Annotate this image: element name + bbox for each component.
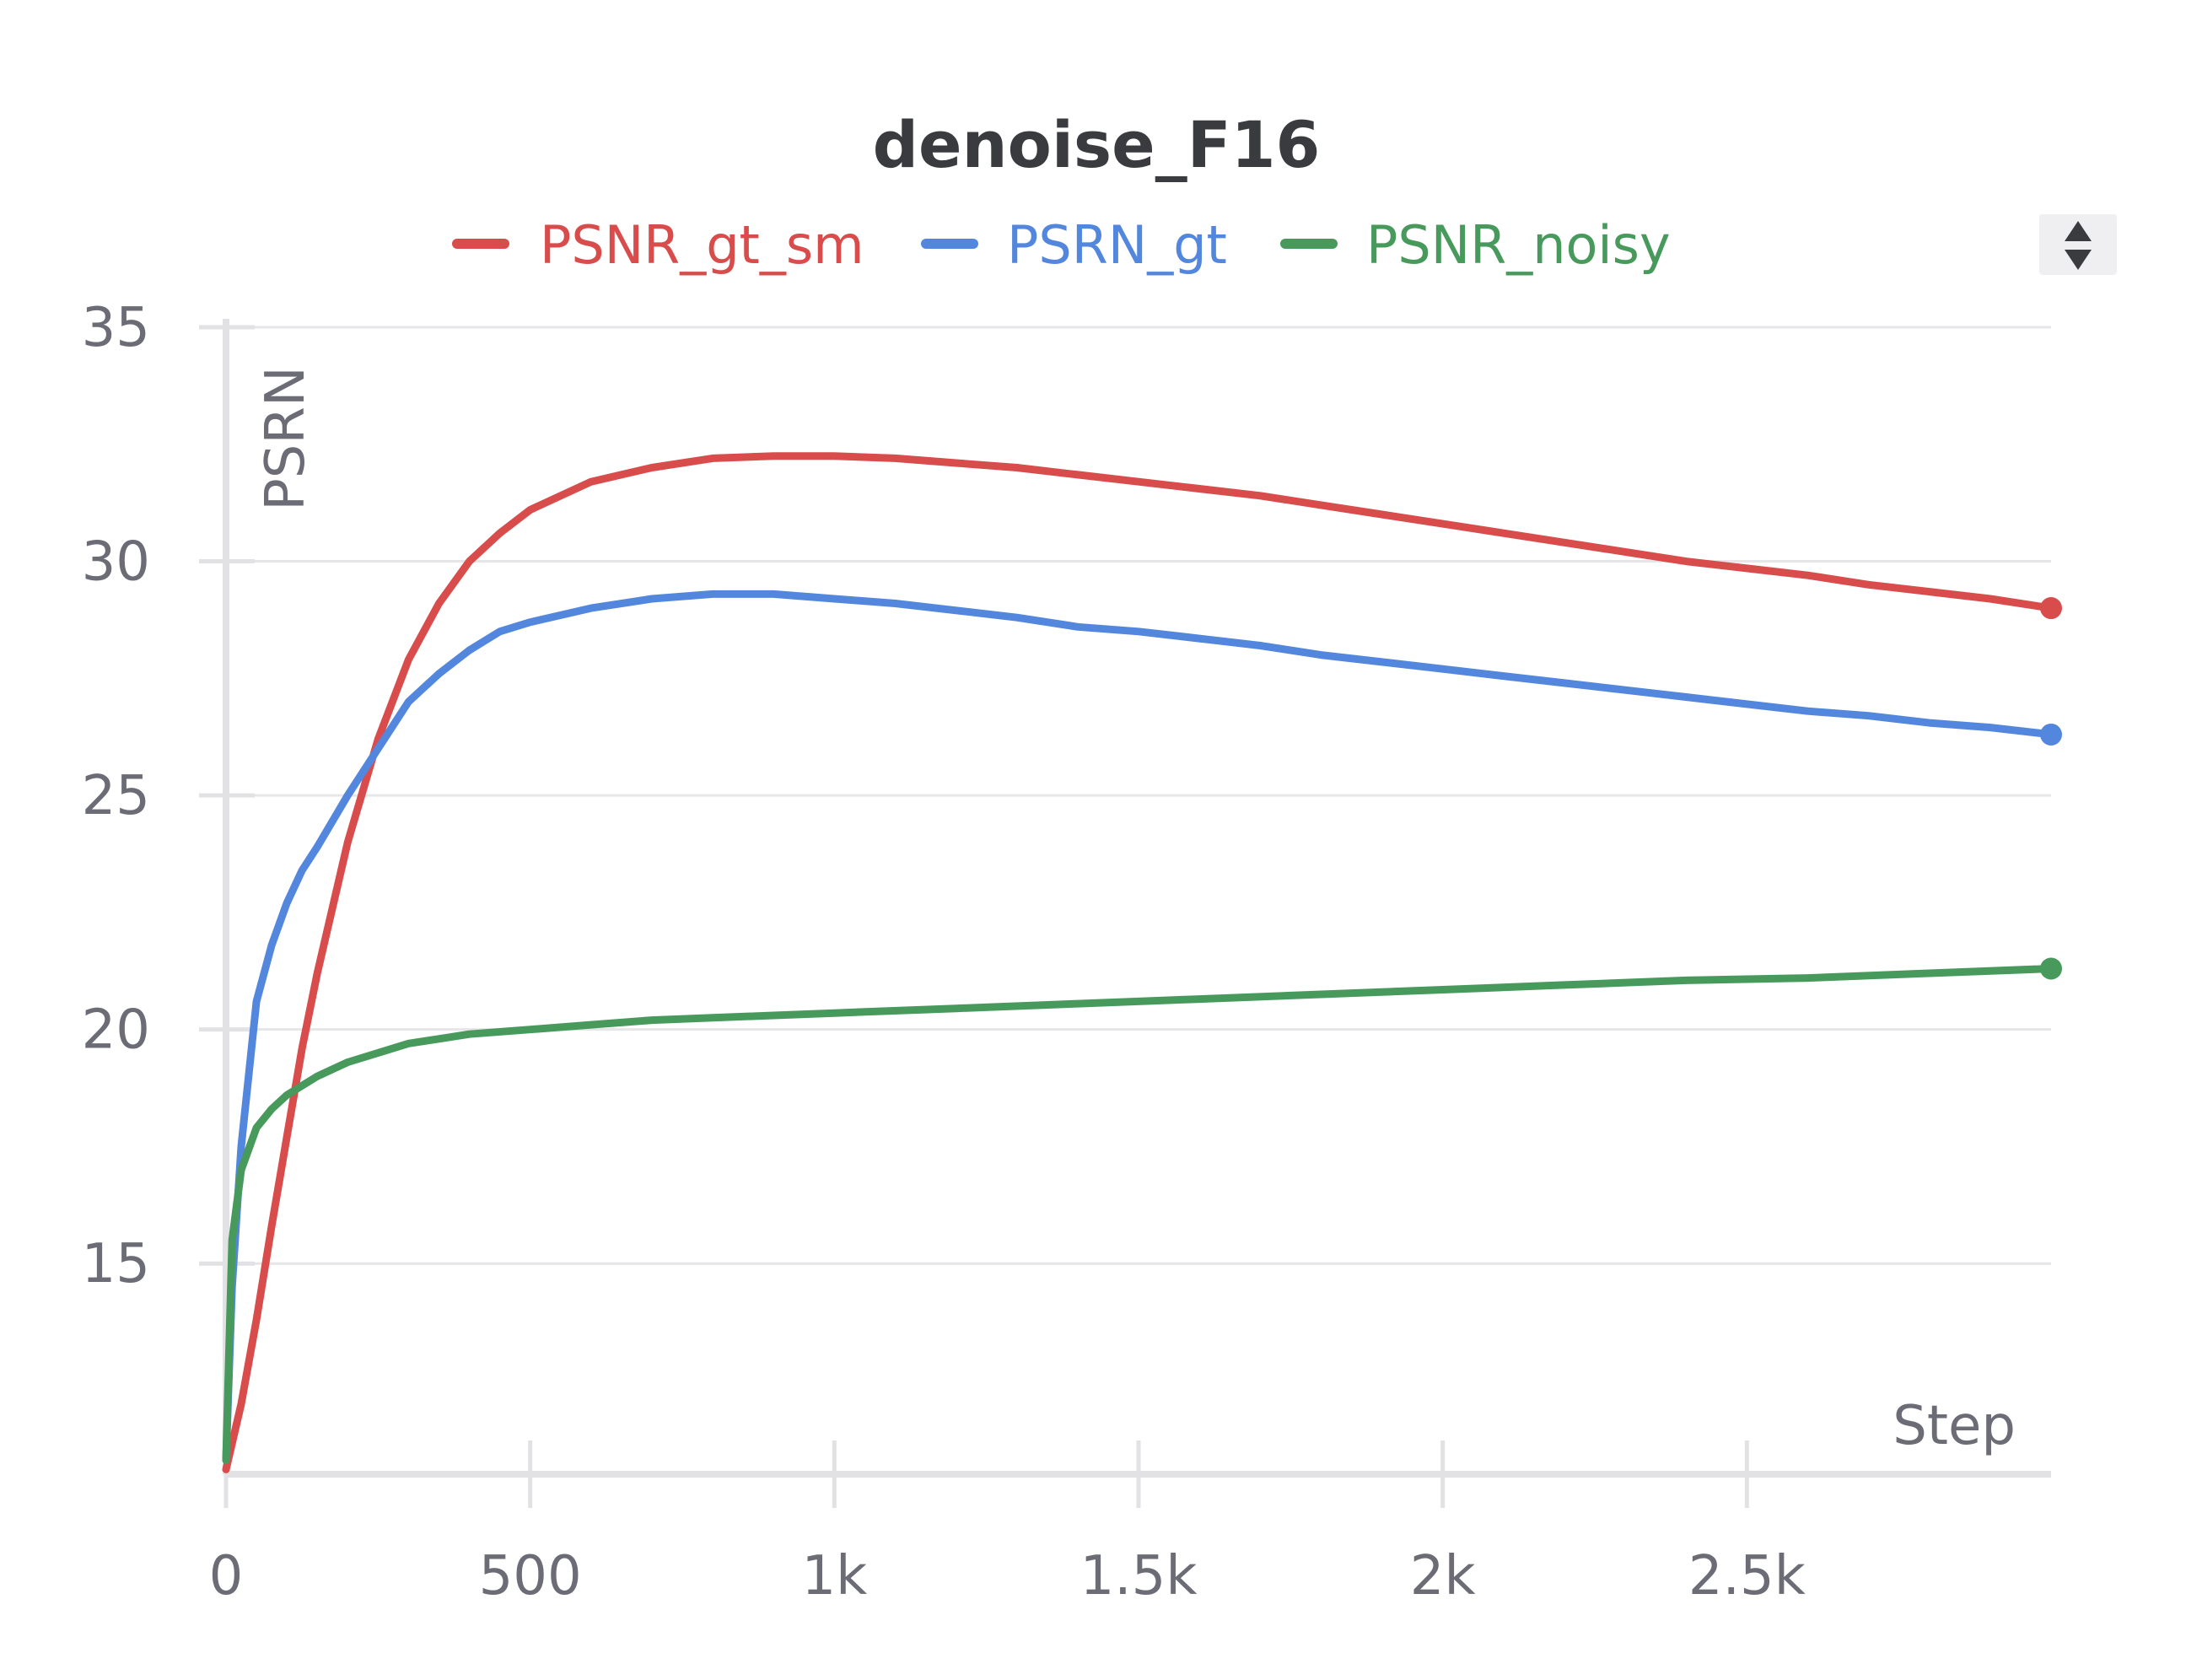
series-line-3 — [222, 965, 2055, 1464]
x-axis-label: Step — [1893, 1395, 2016, 1457]
axes — [223, 319, 2051, 1478]
up-down-arrows-icon — [2065, 221, 2092, 270]
series-endpoint-2 — [2040, 723, 2062, 746]
y-tick-label: 30 — [82, 531, 150, 594]
series-endpoint-1 — [2040, 597, 2062, 620]
y-tick-label: 15 — [82, 1233, 150, 1295]
legend-label: PSNR_noisy — [1366, 214, 1671, 276]
y-axis-label: PSRN — [255, 366, 317, 511]
legend-label: PSNR_gt_sm — [540, 214, 864, 276]
legend: PSNR_gt_sm PSRN_gt PSNR_noisy — [452, 214, 1671, 276]
series-line-1 — [222, 452, 2055, 1473]
x-tick-label: 0 — [209, 1545, 244, 1607]
y-axis-ticks: 15 20 25 30 35 — [82, 297, 255, 1295]
x-tick-label: 1.5k — [1080, 1545, 1198, 1607]
series-endpoint-3 — [2040, 957, 2062, 980]
x-tick-label: 2.5k — [1688, 1545, 1806, 1607]
y-tick-label: 25 — [82, 765, 150, 827]
y-tick-label: 20 — [82, 999, 150, 1062]
x-tick-label: 2k — [1410, 1545, 1476, 1607]
legend-label: PSRN_gt — [1007, 214, 1227, 276]
x-tick-label: 1k — [801, 1545, 867, 1607]
grid — [226, 326, 2051, 1265]
y-tick-label: 35 — [82, 297, 150, 359]
chart-title: denoise_F16 — [873, 107, 1321, 182]
series-lines — [222, 452, 2062, 1473]
series-line-2 — [222, 590, 2055, 1464]
x-tick-label: 500 — [479, 1545, 582, 1607]
sort-toggle-button[interactable] — [2039, 214, 2117, 275]
x-axis-ticks: 0 500 1k 1.5k 2k 2.5k — [209, 1440, 1806, 1607]
